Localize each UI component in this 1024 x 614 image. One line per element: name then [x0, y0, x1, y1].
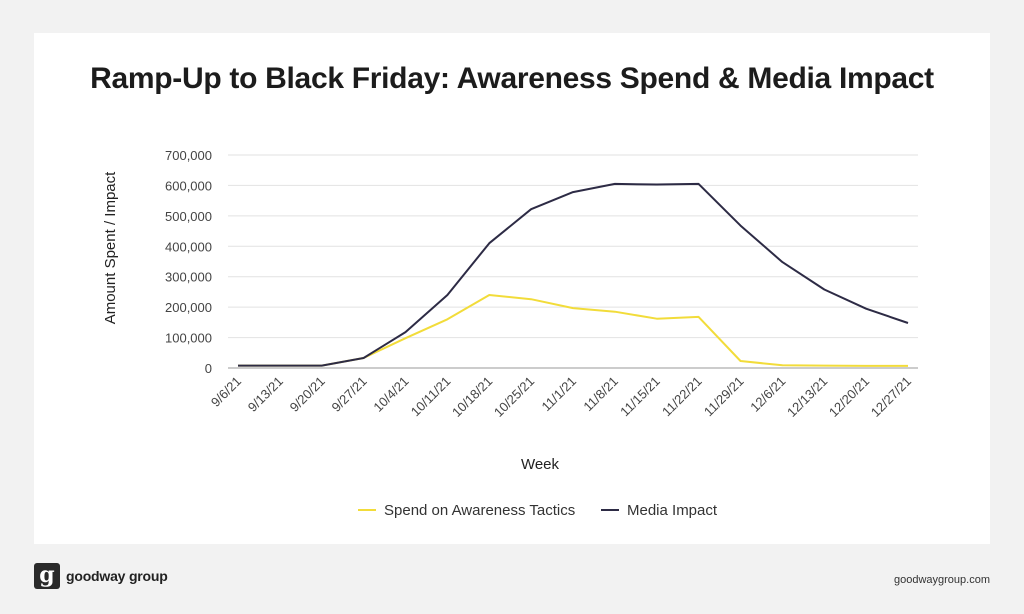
y-tick-label: 700,000 — [165, 148, 212, 163]
brand-logo: g goodway group — [34, 563, 168, 589]
x-tick-label: 9/27/21 — [328, 374, 369, 415]
x-tick-label: 12/6/21 — [747, 374, 788, 415]
logo-mark-icon: g — [34, 563, 60, 589]
brand-name: goodway group — [66, 568, 168, 584]
chart-title: Ramp-Up to Black Friday: Awareness Spend… — [90, 62, 934, 95]
x-tick-label: 9/13/21 — [245, 374, 286, 415]
x-tick-label: 11/29/21 — [701, 374, 747, 420]
x-tick-label: 9/20/21 — [287, 374, 328, 415]
footer-url: goodwaygroup.com — [893, 574, 990, 586]
x-axis-title: Week — [521, 456, 560, 473]
x-tick-label: 11/1/21 — [539, 374, 580, 415]
x-axis-ticks: 9/6/21 9/13/21 9/20/21 9/27/21 10/4/2110/11/… — [208, 374, 914, 420]
y-tick-label: 200,000 — [165, 300, 212, 315]
x-tick-label: 12/27/21 — [868, 374, 914, 420]
x-tick-label: 10/11/21 — [408, 374, 454, 420]
series-line-spend — [238, 294, 908, 367]
x-tick-label: 9/6/21 — [208, 374, 244, 410]
series-line-media-impact — [238, 182, 909, 367]
gridlines — [228, 154, 918, 369]
x-tick-label: 10/18/21 — [449, 374, 495, 420]
x-tick-label: 11/22/21 — [659, 374, 705, 420]
legend-label: Media Impact — [627, 502, 718, 519]
legend: Spend on Awareness Tactics Media Impact — [358, 502, 718, 519]
x-tick-label: 12/20/21 — [826, 374, 872, 420]
x-tick-label: 12/13/21 — [784, 374, 830, 420]
y-axis-title: Amount Spent / Impact — [102, 171, 119, 324]
x-tick-label: 10/25/21 — [491, 374, 537, 420]
legend-label: Spend on Awareness Tactics — [384, 502, 575, 519]
y-axis-ticks: 0 100,000 200,000 300,000 400,000 500,000 600,… — [165, 148, 212, 376]
y-tick-label: 500,000 — [165, 209, 212, 224]
x-tick-label: 10/4/21 — [370, 374, 411, 415]
series-lines — [238, 182, 909, 367]
chart-card — [34, 33, 990, 544]
y-tick-label: 100,000 — [165, 331, 212, 346]
y-tick-label: 0 — [205, 361, 212, 376]
x-tick-label: 11/8/21 — [580, 374, 621, 415]
y-tick-label: 400,000 — [165, 239, 212, 254]
y-tick-label: 600,000 — [165, 178, 212, 193]
y-tick-label: 300,000 — [165, 270, 212, 285]
x-tick-label: 11/15/21 — [617, 374, 663, 420]
